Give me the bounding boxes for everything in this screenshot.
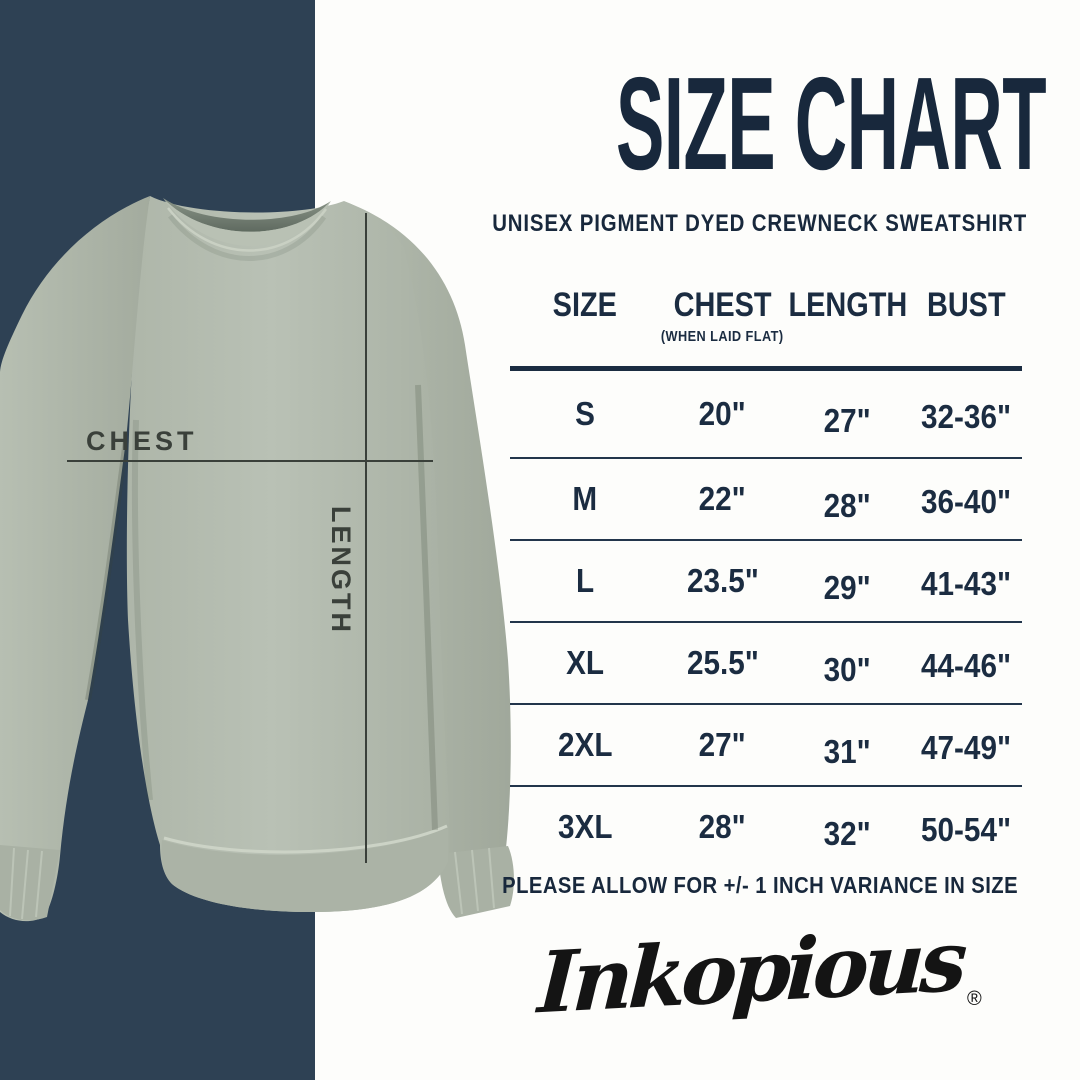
col-header-length: LENGTH	[788, 286, 907, 324]
length-value: 30"	[823, 651, 872, 688]
size-table: SIZE CHEST (WHEN LAID FLAT) LENGTH BUST …	[510, 280, 1022, 867]
table-row-2xl: 2XL 27" 31" 47-49"	[510, 703, 1022, 785]
bust-value: 32-36"	[920, 398, 1012, 435]
registered-mark-icon: ®	[966, 988, 982, 1010]
table-row-s: S 20" 27" 32-36"	[510, 371, 1022, 457]
bust-value: 41-43"	[920, 565, 1012, 602]
chest-value: 27"	[698, 726, 747, 763]
collar-band	[163, 198, 331, 247]
size-value: M	[572, 480, 598, 517]
chest-value: 20"	[698, 395, 747, 432]
chest-measure-line	[67, 460, 433, 462]
table-row-3xl: 3XL 28" 32" 50-54"	[510, 785, 1022, 867]
size-value: 2XL	[557, 726, 613, 763]
chest-value: 22"	[698, 480, 747, 517]
size-value: 3XL	[557, 808, 613, 845]
brand-wordmark: Inkopious	[535, 910, 966, 1033]
col-header-chest: CHEST (WHEN LAID FLAT)	[661, 286, 784, 345]
size-value: L	[575, 562, 595, 599]
chest-value: 25.5"	[686, 644, 759, 681]
table-row-m: M 22" 28" 36-40"	[510, 457, 1022, 539]
length-measure-line	[365, 213, 367, 863]
length-value: 31"	[823, 733, 872, 770]
length-value: 32"	[823, 815, 872, 852]
variance-note: PLEASE ALLOW FOR +/- 1 INCH VARIANCE IN …	[502, 872, 1018, 898]
hem-band	[161, 828, 448, 912]
table-row-xl: XL 25.5" 30" 44-46"	[510, 621, 1022, 703]
page-title: SIZE CHART	[615, 50, 1047, 197]
bust-value: 47-49"	[920, 729, 1012, 766]
chest-label: CHEST	[86, 426, 198, 456]
collar-opening	[163, 198, 331, 232]
col-header-size: SIZE	[552, 286, 618, 324]
bust-value: 36-40"	[920, 483, 1012, 520]
chest-value: 23.5"	[686, 562, 759, 599]
bust-value: 50-54"	[920, 811, 1012, 848]
chest-note: (WHEN LAID FLAT)	[661, 328, 784, 345]
length-label: LENGTH	[326, 506, 356, 635]
size-value: XL	[566, 644, 604, 681]
size-value: S	[575, 395, 595, 432]
bust-value: 44-46"	[920, 647, 1012, 684]
left-sleeve	[0, 196, 150, 922]
col-header-bust: BUST	[926, 286, 1006, 324]
left-cuff	[0, 845, 60, 921]
brand-logo: Inkopious®	[440, 911, 1080, 1033]
length-value: 28"	[823, 487, 872, 524]
shirt-body	[126, 196, 450, 912]
page-subtitle: UNISEX PIGMENT DYED CREWNECK SWEATSHIRT	[492, 210, 1028, 237]
table-row-l: L 23.5" 29" 41-43"	[510, 539, 1022, 621]
sweatshirt-photo	[0, 196, 514, 922]
table-header-row: SIZE CHEST (WHEN LAID FLAT) LENGTH BUST	[510, 280, 1022, 371]
chest-value: 28"	[698, 808, 747, 845]
length-value: 27"	[823, 402, 872, 439]
length-value: 29"	[823, 569, 872, 606]
